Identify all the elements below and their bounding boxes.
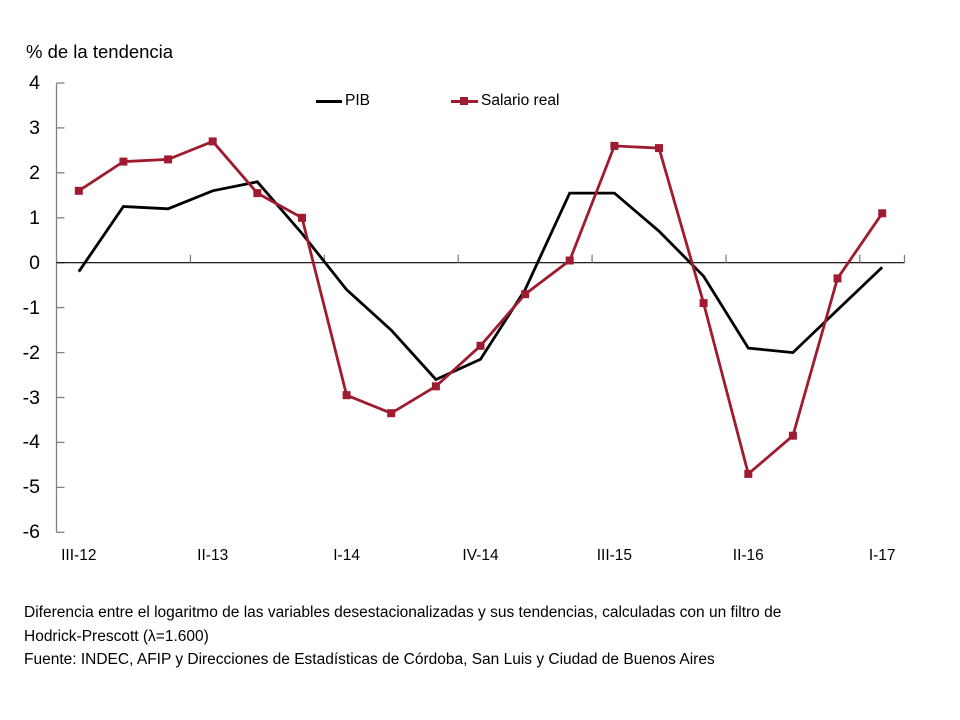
x-axis-label: III-15 bbox=[596, 547, 633, 564]
y-axis-label: -2 bbox=[22, 341, 40, 364]
salario-real-line bbox=[78, 139, 884, 477]
x-axis-label: I-14 bbox=[333, 547, 360, 564]
y-axis-label: 1 bbox=[29, 206, 40, 229]
salario-real-marker bbox=[342, 391, 351, 400]
y-axis-label: 2 bbox=[29, 161, 40, 184]
footnote: Diferencia entre el logaritmo de las var… bbox=[24, 601, 949, 672]
legend-label-pib: PIB bbox=[345, 92, 370, 109]
footnote-line-3: Fuente: INDEC, AFIP y Direcciones de Est… bbox=[24, 651, 715, 668]
legend-item-salario-real: Salario real bbox=[451, 91, 559, 111]
salario-real-marker bbox=[565, 256, 574, 265]
salario-real-marker bbox=[208, 137, 217, 146]
salario-real-marker bbox=[298, 213, 306, 222]
legend-item-pib: PIB bbox=[316, 91, 370, 111]
x-axis-label: I-17 bbox=[868, 547, 896, 564]
x-axis-label: IV-14 bbox=[462, 547, 499, 564]
salario-real-marker bbox=[74, 186, 83, 195]
y-axis-label: -1 bbox=[22, 296, 40, 319]
y-axis-label: 0 bbox=[29, 251, 40, 274]
y-axis-title: % de la tendencia bbox=[26, 41, 174, 62]
x-axis-label: II-13 bbox=[197, 547, 229, 564]
salario-real-marker bbox=[387, 409, 396, 418]
y-axis-label: -5 bbox=[22, 476, 40, 499]
salario-real-marker bbox=[655, 144, 663, 153]
salario-real-marker bbox=[521, 290, 530, 299]
salario-real-marker-icon bbox=[460, 97, 468, 105]
salario-real-marker bbox=[788, 431, 797, 440]
footnote-line-1: Diferencia entre el logaritmo de las var… bbox=[24, 604, 782, 621]
salario-real-marker bbox=[119, 157, 128, 166]
y-axis-label: 4 bbox=[29, 72, 40, 94]
pib-line bbox=[77, 180, 884, 382]
y-axis-label: -3 bbox=[22, 386, 40, 409]
y-axis-label: 3 bbox=[29, 116, 40, 139]
salario-real-marker bbox=[744, 469, 753, 478]
salario-real-marker bbox=[476, 341, 485, 350]
footnote-line-2: Hodrick-Prescott (λ=1.600) bbox=[24, 627, 209, 645]
salario-real-marker bbox=[833, 274, 842, 283]
salario-real-line-icon bbox=[451, 97, 478, 105]
salario-real-marker bbox=[878, 209, 887, 218]
x-axis-label: II-16 bbox=[732, 547, 764, 564]
y-axis-label: -4 bbox=[22, 431, 40, 454]
salario-real-marker bbox=[699, 299, 708, 308]
salario-real-marker bbox=[610, 141, 619, 150]
salario-real-marker bbox=[253, 189, 262, 198]
legend-label-salario-real: Salario real bbox=[481, 92, 560, 109]
salario-real-marker bbox=[431, 382, 440, 391]
x-axis-label: III-12 bbox=[61, 547, 97, 564]
salario-real-marker bbox=[164, 155, 173, 164]
y-axis-label: -6 bbox=[22, 521, 40, 544]
pib-line-icon bbox=[316, 99, 342, 103]
